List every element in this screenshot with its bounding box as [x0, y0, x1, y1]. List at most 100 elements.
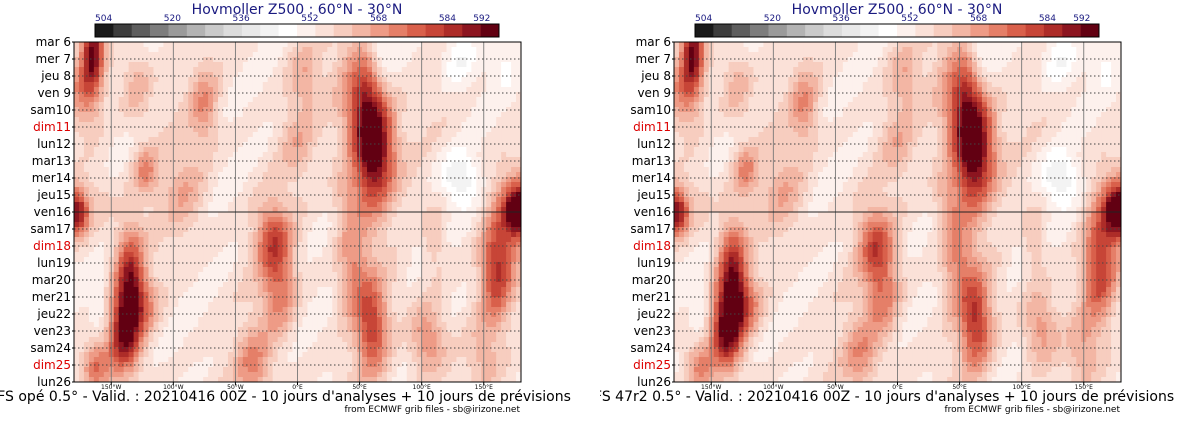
field-cell — [292, 252, 298, 258]
field-cell — [406, 202, 413, 208]
field-cell — [262, 212, 269, 218]
field-cell — [362, 272, 368, 278]
field-cell — [322, 77, 328, 83]
field-cell — [401, 57, 408, 63]
field-cell — [133, 122, 139, 128]
field-cell — [486, 292, 492, 298]
field-cell — [223, 62, 229, 68]
field-cell — [362, 82, 368, 88]
field-cell — [227, 267, 234, 273]
field-cell — [386, 257, 393, 263]
field-cell — [456, 202, 462, 208]
field-cell — [78, 292, 85, 298]
field-cell — [501, 132, 507, 138]
field-cell — [456, 212, 462, 218]
field-cell — [262, 267, 269, 273]
field-cell — [208, 247, 214, 253]
field-cell — [143, 257, 149, 263]
field-cell — [178, 107, 184, 113]
field-cell — [98, 187, 105, 193]
field-cell — [431, 57, 437, 63]
field-cell — [287, 122, 293, 128]
field-cell — [262, 197, 269, 203]
field-cell — [406, 227, 413, 233]
field-cell — [88, 187, 95, 193]
field-cell — [506, 87, 512, 93]
field-cell — [138, 172, 144, 178]
field-cell — [381, 42, 388, 48]
field-cell — [227, 77, 234, 83]
field-cell — [282, 202, 288, 208]
field-cell — [416, 167, 423, 173]
field-cell — [376, 112, 383, 118]
field-cell — [242, 57, 249, 63]
field-cell — [158, 247, 164, 253]
field-cell — [74, 42, 80, 48]
field-cell — [401, 232, 408, 238]
field-cell — [227, 252, 234, 258]
field-cell — [406, 112, 413, 118]
field-cell — [406, 302, 413, 308]
field-cell — [158, 237, 164, 243]
field-cell — [446, 92, 452, 98]
field-cell — [173, 282, 179, 288]
field-cell — [426, 292, 432, 298]
field-cell — [203, 152, 209, 158]
field-cell — [277, 142, 283, 148]
field-cell — [282, 312, 288, 318]
field-cell — [312, 302, 318, 308]
field-cell — [213, 87, 219, 93]
field-cell — [148, 227, 154, 233]
field-cell — [332, 67, 338, 73]
field-cell — [362, 257, 368, 263]
field-cell — [98, 147, 105, 153]
field-cell — [143, 292, 149, 298]
field-cell — [501, 237, 507, 243]
field-cell — [272, 272, 279, 278]
field-cell — [153, 252, 159, 258]
field-cell — [173, 277, 179, 283]
field-cell — [451, 77, 457, 83]
field-cell — [163, 287, 169, 293]
field-cell — [421, 152, 428, 158]
field-cell — [496, 82, 502, 88]
field-cell — [267, 77, 274, 83]
field-cell — [88, 172, 95, 178]
field-cell — [496, 87, 502, 93]
field-cell — [227, 82, 234, 88]
field-cell — [416, 162, 423, 168]
field-cell — [277, 57, 283, 63]
field-cell — [113, 62, 120, 68]
field-cell — [297, 47, 303, 53]
field-cell — [208, 282, 214, 288]
field-cell — [386, 102, 393, 108]
field-cell — [441, 52, 447, 58]
field-cell — [242, 217, 249, 223]
field-cell — [98, 92, 105, 98]
field-cell — [218, 152, 224, 158]
field-cell — [223, 57, 229, 63]
field-cell — [252, 52, 259, 58]
field-cell — [396, 152, 403, 158]
field-cell — [421, 147, 428, 153]
field-cell — [138, 282, 144, 288]
field-cell — [372, 287, 378, 293]
field-cell — [372, 92, 378, 98]
field-cell — [411, 182, 418, 188]
field-cell — [372, 237, 378, 243]
field-cell — [441, 57, 447, 63]
field-cell — [446, 302, 452, 308]
field-cell — [272, 82, 279, 88]
field-cell — [242, 137, 249, 143]
field-cell — [78, 57, 85, 63]
field-cell — [188, 232, 194, 238]
field-cell — [426, 82, 432, 88]
field-cell — [496, 102, 502, 108]
field-cell — [332, 47, 338, 53]
field-cell — [372, 47, 378, 53]
field-cell — [327, 307, 333, 313]
field-cell — [486, 197, 492, 203]
field-cell — [327, 177, 333, 183]
field-cell — [441, 257, 447, 263]
field-cell — [173, 207, 179, 213]
